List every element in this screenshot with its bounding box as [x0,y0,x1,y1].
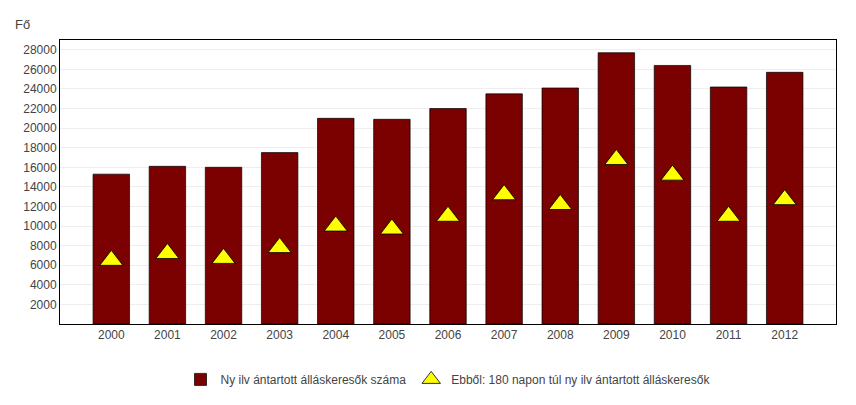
svg-text:2008: 2008 [547,328,574,342]
svg-text:2007: 2007 [491,328,518,342]
svg-text:24000: 24000 [23,82,57,96]
svg-text:2004: 2004 [322,328,349,342]
svg-text:2005: 2005 [379,328,406,342]
svg-text:26000: 26000 [23,63,57,77]
svg-text:18000: 18000 [23,141,57,155]
svg-text:10000: 10000 [23,219,57,233]
svg-text:20000: 20000 [23,121,57,135]
svg-text:2010: 2010 [659,328,686,342]
svg-text:2003: 2003 [266,328,293,342]
svg-text:2011: 2011 [716,328,742,342]
svg-text:8000: 8000 [30,239,57,253]
svg-text:2000: 2000 [30,298,57,312]
svg-text:6000: 6000 [30,258,57,272]
svg-text:2009: 2009 [603,328,630,342]
svg-text:22000: 22000 [23,102,57,116]
svg-text:4000: 4000 [30,278,57,292]
svg-text:14000: 14000 [23,180,57,194]
svg-text:2012: 2012 [771,328,798,342]
svg-text:Ny ilv ántartott álláskeresők: Ny ilv ántartott álláskeresők száma [221,373,407,387]
svg-text:28000: 28000 [23,43,57,57]
svg-text:2006: 2006 [435,328,462,342]
svg-text:2001: 2001 [154,328,181,342]
svg-text:16000: 16000 [23,161,57,175]
svg-text:Fő: Fő [15,17,30,32]
svg-text:2002: 2002 [210,328,237,342]
svg-text:2000: 2000 [98,328,125,342]
svg-text:Ebből: 180 napon túl ny ilv án: Ebből: 180 napon túl ny ilv ántartott ál… [451,373,710,387]
svg-text:12000: 12000 [23,200,57,214]
